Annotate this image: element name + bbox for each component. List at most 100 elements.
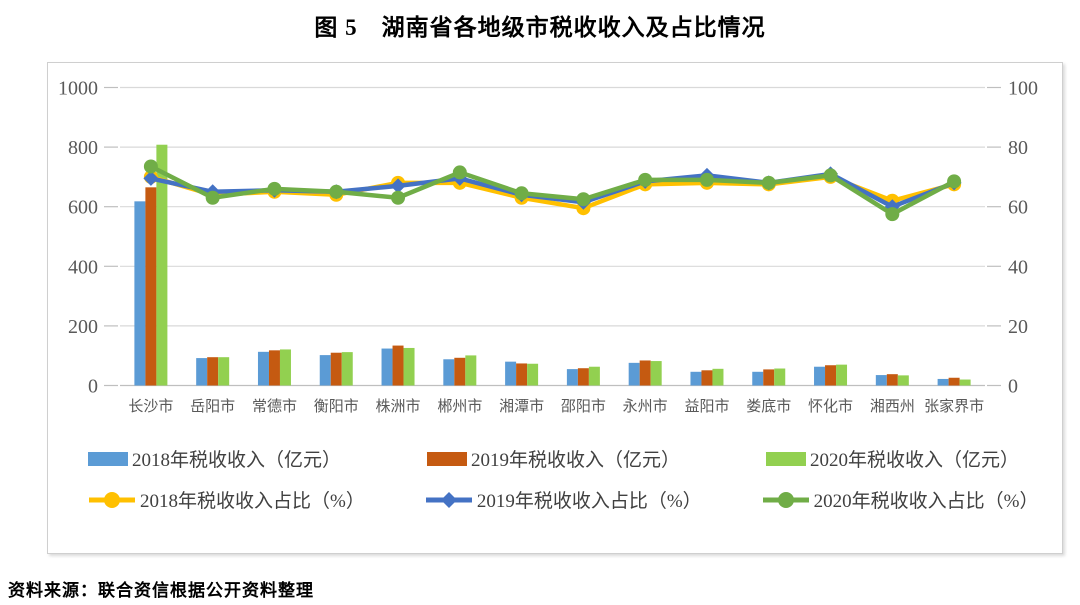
x-axis-label: 株洲市: [376, 398, 421, 415]
chart-legend: 2018年税收收入（亿元） 2019年税收收入（亿元） 2020年税收收入（亿元…: [88, 445, 1038, 513]
axis-labels: 0 200 400 600 800 1000 0 20 40 60 80 100: [58, 78, 1038, 398]
bar: [752, 371, 764, 386]
legend-line-marker-graphic: [425, 491, 472, 508]
legend-label-2019-bars: 2019年税收收入（亿元）: [471, 450, 681, 471]
legend-swatch-2018-line: [88, 491, 136, 509]
circle-marker: [947, 174, 962, 189]
bar: [959, 379, 971, 386]
bar: [825, 365, 837, 386]
bar: [156, 144, 168, 386]
x-axis-label: 娄底市: [746, 398, 791, 415]
bar: [937, 378, 949, 386]
chart-frame: [47, 62, 1063, 554]
legend-item-2020-line: 2020年税收收入占比（%）: [762, 486, 1039, 513]
circle-marker: [452, 165, 467, 180]
bar: [218, 357, 230, 386]
circle-marker: [576, 192, 591, 207]
bar: [639, 360, 651, 386]
x-axis-label: 衡阳市: [314, 398, 359, 415]
legend-label-2018-line: 2018年税收收入占比（%）: [140, 491, 365, 512]
circle-marker: [638, 172, 653, 187]
bar: [257, 351, 269, 386]
bar: [577, 368, 589, 386]
bar: [134, 201, 146, 386]
bar: [207, 357, 219, 386]
right-axis-tick-label: 100: [1008, 78, 1038, 100]
bar: [763, 369, 775, 386]
x-axis-label: 张家界市: [924, 398, 984, 415]
legend-label-2020-bars: 2020年税收收入（亿元）: [810, 450, 1020, 471]
chart-title: 图 5 湖南省各地级市税收收入及占比情况: [314, 15, 766, 40]
line-path: [148, 164, 957, 217]
bar: [268, 350, 280, 386]
bar-series-2: [156, 144, 971, 386]
right-axis-tick-label: 20: [1008, 316, 1028, 338]
circle-marker: [514, 186, 529, 201]
diamond-marker: [143, 170, 159, 186]
left-axis-tick-label: 1000: [58, 78, 98, 100]
legend-swatch-2019-line: [425, 491, 473, 509]
legend-label-2019-line: 2019年税收收入占比（%）: [476, 491, 702, 512]
circle-marker: [391, 190, 406, 205]
x-axis-label: 湘西州: [870, 398, 915, 415]
right-axis-tick-label: 0: [1008, 376, 1018, 398]
bar: [701, 370, 713, 386]
bar: [948, 377, 960, 386]
bar: [319, 355, 331, 386]
bar: [381, 348, 393, 386]
bar-series-0: [134, 201, 949, 386]
bar: [690, 371, 702, 386]
legend-item-2018-line: 2018年税收收入占比（%）: [88, 486, 365, 513]
line-series-2: [143, 159, 962, 222]
legend-swatch-2020-line: [762, 491, 810, 509]
right-axis-tick-label: 80: [1008, 137, 1028, 159]
x-axis-label: 益阳市: [684, 398, 729, 415]
source-note: 资料来源：联合资信根据公开资料整理: [8, 581, 314, 600]
bar: [505, 361, 517, 386]
circle-marker: [267, 181, 282, 196]
bar-series-1: [145, 187, 960, 386]
right-axis-tick-label: 40: [1008, 256, 1028, 278]
bar: [628, 362, 640, 386]
left-axis-tick-label: 0: [88, 376, 98, 398]
bar: [516, 363, 528, 386]
circle-marker: [761, 175, 776, 190]
gridlines: [120, 86, 985, 387]
left-axis-tick-label: 200: [68, 316, 98, 338]
bar: [897, 375, 909, 386]
legend-item-2019-line: 2019年税收收入占比（%）: [425, 486, 702, 513]
legend-label-2018-bars: 2018年税收收入（亿元）: [132, 450, 342, 471]
bar: [836, 364, 848, 386]
legend-swatch-2019-bars: [427, 451, 468, 466]
bar: [465, 355, 477, 386]
axis-ticks: [104, 86, 1001, 387]
bar: [443, 359, 455, 386]
bar: [875, 375, 887, 386]
legend-line-marker-graphic: [89, 491, 135, 508]
bar: [588, 366, 600, 386]
legend-swatch-2018-bars: [88, 451, 128, 466]
bar: [341, 352, 353, 386]
x-axis-label: 怀化市: [808, 398, 853, 415]
bar: [886, 374, 898, 386]
x-axis-label: 岳阳市: [190, 398, 235, 415]
circle-marker: [329, 184, 344, 199]
legend-item-2020-bars: 2020年税收收入（亿元）: [766, 445, 1019, 472]
bar: [279, 349, 291, 386]
bar: [145, 187, 157, 386]
legend-item-2019-bars: 2019年税收收入（亿元）: [427, 445, 680, 472]
bar: [712, 368, 724, 386]
bar: [196, 358, 208, 386]
legend-row-line-series: 2018年税收收入占比（%） 2019年税收收入占比（%） 2020年税收收入占…: [88, 486, 1038, 513]
x-axis-label: 永州市: [623, 398, 668, 415]
legend-label-2020-line: 2020年税收收入占比（%）: [813, 491, 1039, 512]
bar: [392, 345, 404, 386]
bar: [330, 352, 342, 386]
left-axis-tick-label: 400: [68, 256, 98, 278]
x-axis-label: 郴州市: [437, 398, 482, 415]
circle-marker: [699, 172, 714, 187]
bar: [527, 363, 539, 386]
x-axis-label: 邵阳市: [561, 398, 606, 415]
diamond-marker: [390, 178, 406, 194]
